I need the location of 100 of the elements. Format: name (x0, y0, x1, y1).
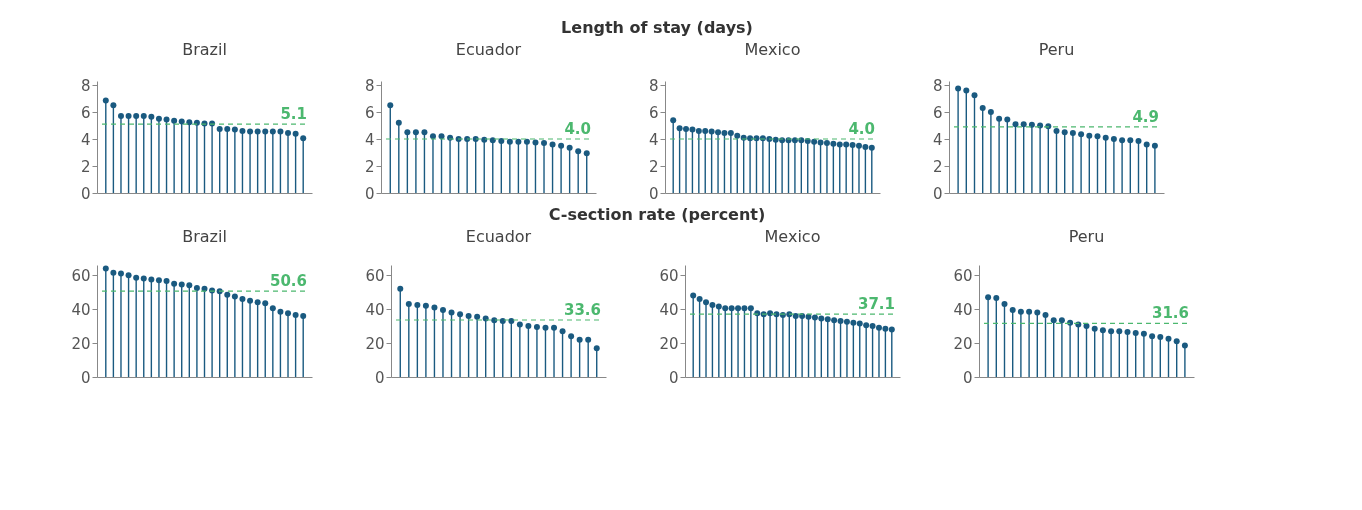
point (1099, 327, 1106, 334)
point (1132, 329, 1139, 336)
y-tick-label: 6 (80, 103, 91, 122)
ref-line-label: 37.1 (857, 295, 895, 314)
point (292, 312, 299, 319)
point (715, 303, 722, 310)
point (875, 324, 882, 331)
point (277, 128, 284, 135)
point (1009, 306, 1016, 313)
point (1086, 132, 1093, 139)
point (549, 141, 556, 148)
point (448, 309, 455, 316)
y-tick-label: 6 (932, 103, 943, 122)
y-tick-label: 0 (80, 184, 91, 203)
text: Length of stay (days) (561, 18, 753, 37)
y-tick-label: 20 (953, 334, 973, 353)
point (1061, 129, 1068, 136)
point (541, 140, 548, 147)
point (1173, 338, 1180, 345)
point (831, 317, 838, 324)
y-tick-label: 40 (71, 300, 91, 319)
point (186, 282, 193, 289)
point (683, 125, 690, 132)
y-tick-label: 8 (648, 76, 659, 95)
y-tick-label: 20 (365, 334, 385, 353)
point (817, 139, 824, 146)
point (186, 119, 193, 126)
y-tick-label: 0 (648, 184, 659, 203)
point (525, 323, 532, 330)
point (171, 280, 178, 287)
point (148, 276, 155, 283)
point (843, 318, 850, 325)
point (735, 305, 742, 312)
y-tick-label: 0 (374, 368, 385, 387)
point (862, 144, 869, 151)
point (676, 125, 683, 132)
point (155, 115, 162, 122)
point (239, 295, 246, 302)
point (523, 138, 530, 145)
y-tick-label: 40 (365, 300, 385, 319)
point (1110, 136, 1117, 143)
point (163, 116, 170, 123)
point (532, 139, 539, 146)
chart-title: Brazil (182, 40, 227, 60)
point (412, 129, 419, 136)
point (498, 138, 505, 145)
point (247, 297, 254, 304)
y-tick-label: 6 (648, 103, 659, 122)
point (585, 336, 592, 343)
point (269, 305, 276, 312)
point (439, 306, 446, 313)
point (1042, 312, 1049, 319)
point (1020, 121, 1027, 128)
point (971, 92, 978, 99)
point (1116, 328, 1123, 335)
point (300, 135, 307, 142)
point (193, 284, 200, 291)
y-tick-label: 4 (364, 130, 375, 149)
point (558, 142, 565, 149)
point (670, 117, 677, 124)
point (690, 292, 697, 299)
point (421, 129, 428, 136)
y-tick-label: 20 (659, 334, 679, 353)
point (285, 310, 292, 317)
point (224, 291, 231, 298)
y-tick-label: 8 (932, 76, 943, 95)
ref-line-label: 50.6 (269, 272, 307, 291)
point (133, 274, 140, 281)
point (110, 269, 117, 276)
point (178, 281, 185, 288)
ref-line-label: 33.6 (563, 300, 601, 319)
point (1108, 328, 1115, 335)
point (117, 113, 124, 120)
point (843, 141, 850, 148)
point (110, 102, 117, 109)
chart-title: Ecuador (465, 227, 532, 246)
point (178, 118, 185, 125)
point (792, 312, 799, 319)
point (811, 138, 818, 145)
y-tick-label: 20 (71, 334, 91, 353)
y-tick-label: 40 (953, 300, 973, 319)
point (695, 127, 702, 134)
y-tick-label: 2 (364, 157, 375, 176)
point (239, 127, 246, 134)
point (708, 128, 715, 135)
point (824, 316, 831, 323)
point (551, 324, 558, 331)
point (224, 125, 231, 132)
point (559, 328, 566, 335)
point (231, 126, 238, 133)
point (140, 275, 147, 282)
point (140, 113, 147, 120)
point (542, 324, 549, 331)
point (300, 312, 307, 319)
point (163, 278, 170, 285)
point (818, 315, 825, 322)
point (1124, 329, 1131, 336)
point (882, 325, 889, 332)
point (1001, 301, 1008, 308)
point (515, 138, 522, 145)
